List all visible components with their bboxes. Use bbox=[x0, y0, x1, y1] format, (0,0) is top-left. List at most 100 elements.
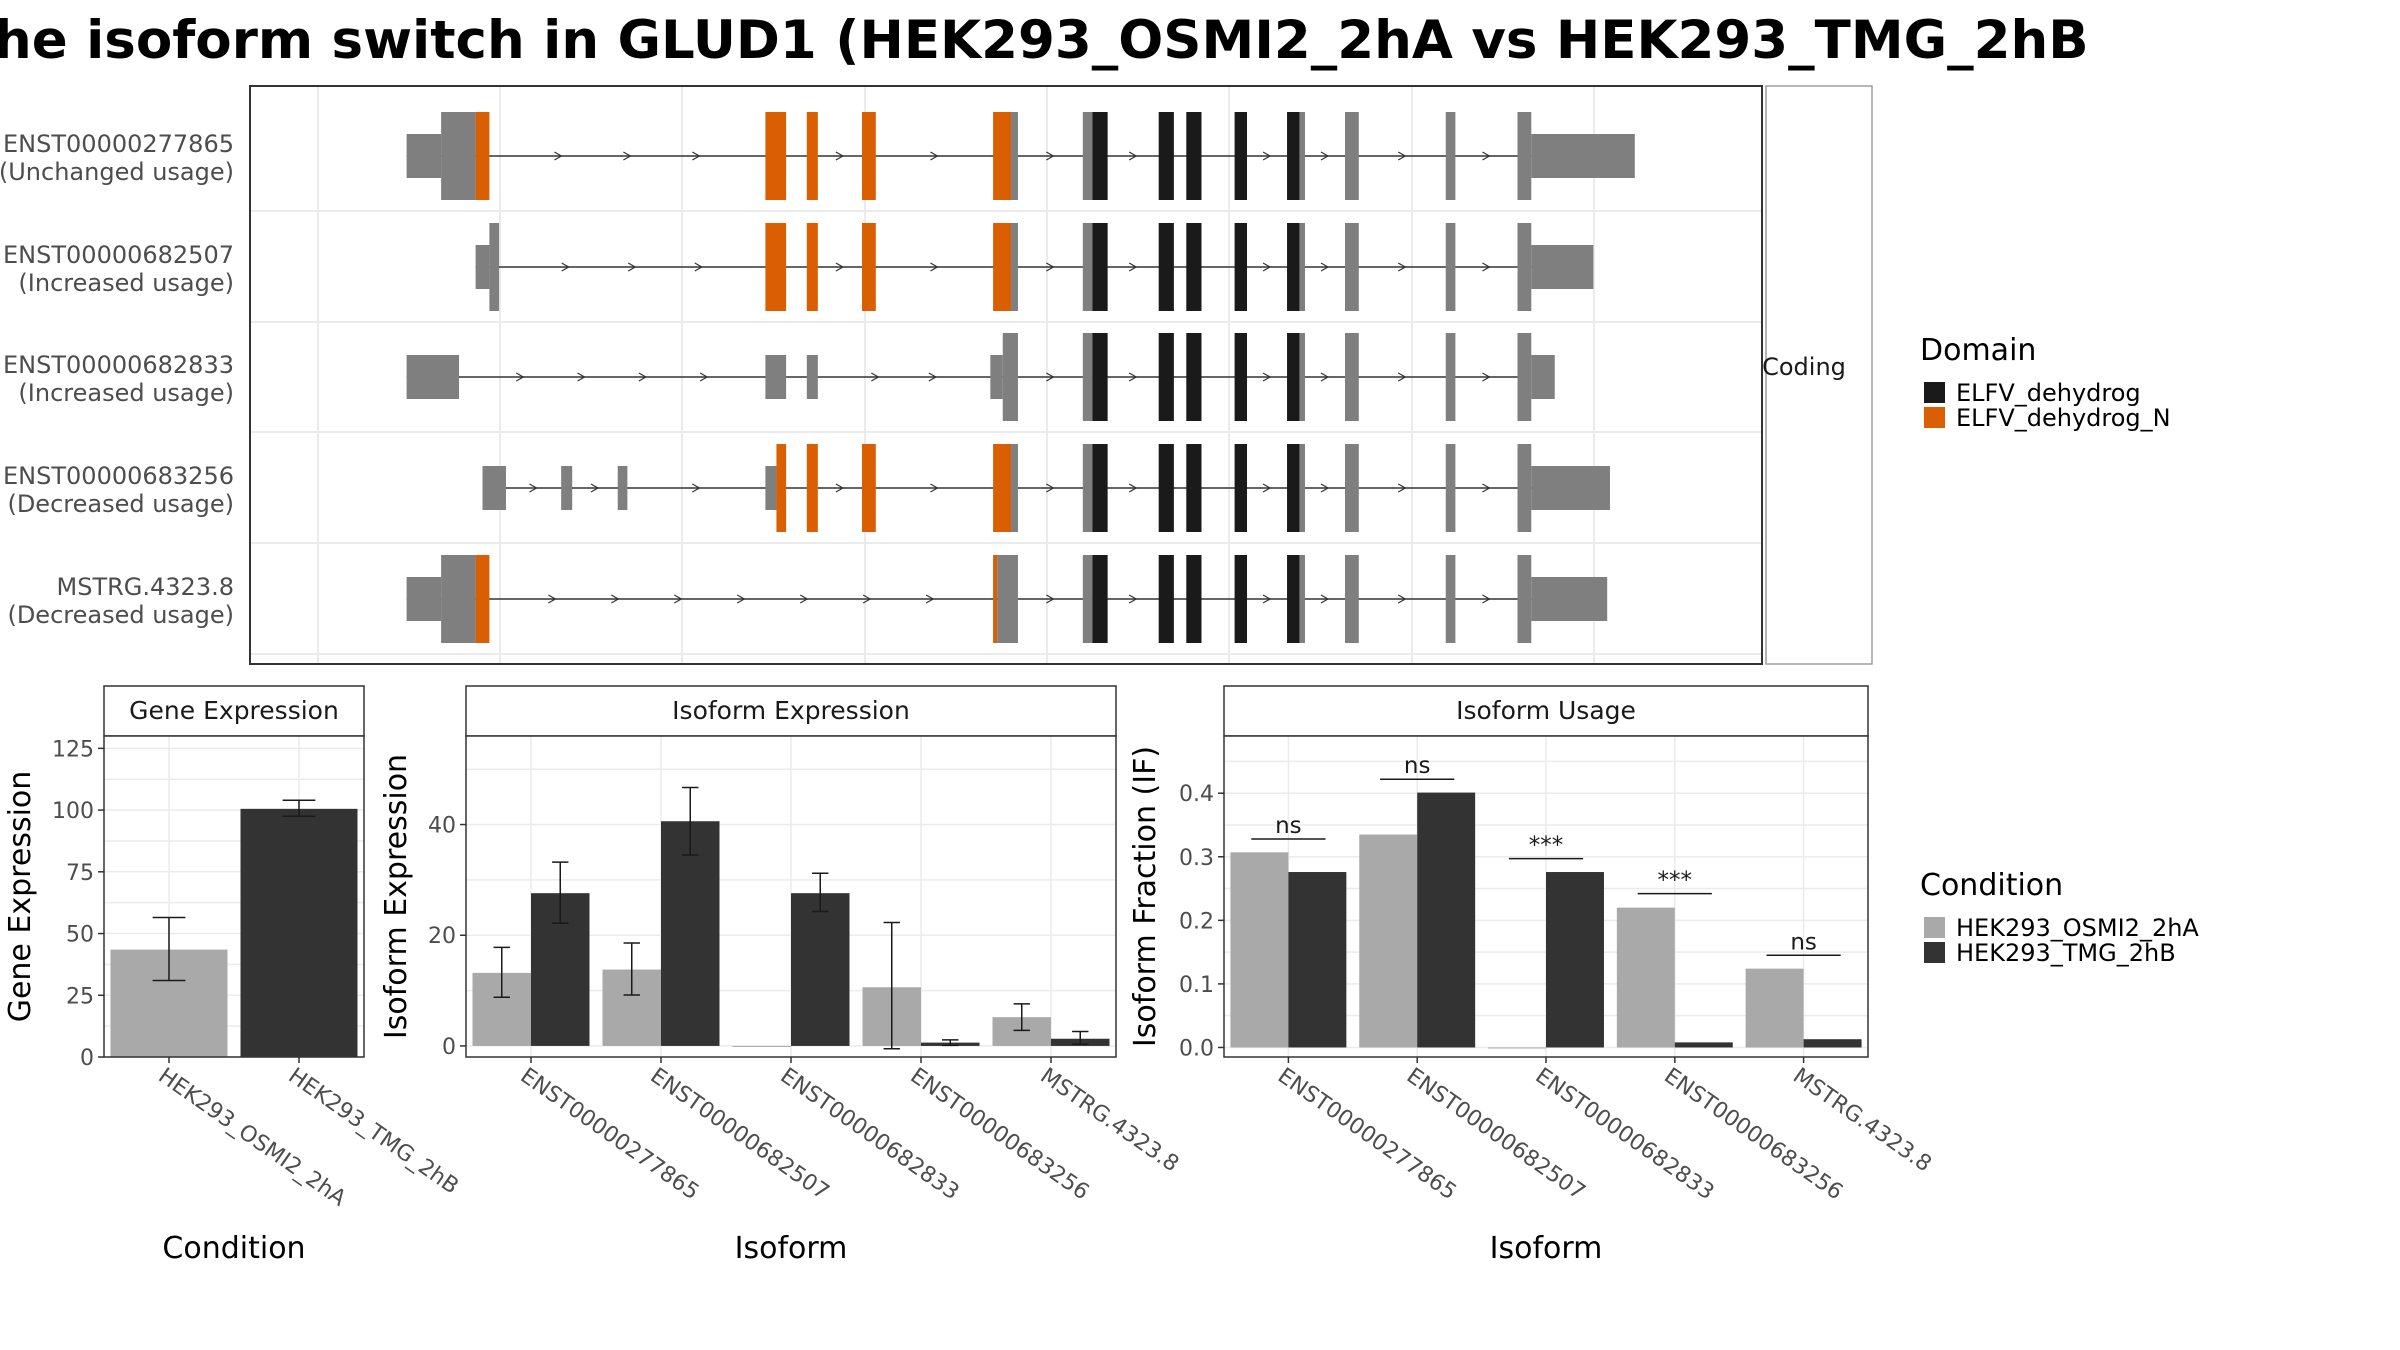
domain-exon bbox=[1287, 444, 1300, 532]
exon bbox=[765, 466, 777, 510]
exon bbox=[1299, 333, 1305, 421]
domain-exon bbox=[776, 444, 787, 532]
significance-label: ns bbox=[1275, 813, 1302, 839]
exon bbox=[1299, 444, 1305, 532]
strand-arrow bbox=[694, 262, 704, 272]
bar bbox=[1288, 872, 1347, 1048]
domain-exon bbox=[862, 223, 876, 311]
domain-exon bbox=[993, 223, 1012, 311]
domain-exon bbox=[1158, 223, 1174, 311]
significance-label: *** bbox=[1658, 868, 1693, 894]
bar bbox=[1546, 872, 1604, 1048]
exon bbox=[1531, 577, 1608, 621]
bar bbox=[661, 821, 720, 1046]
plot-border bbox=[1223, 735, 1869, 1058]
strand-arrow bbox=[930, 262, 939, 272]
exon bbox=[1011, 112, 1018, 200]
domain-exon bbox=[1234, 444, 1248, 532]
domain-exon bbox=[1186, 555, 1202, 643]
exon bbox=[1082, 444, 1093, 532]
strand-arrow bbox=[1262, 262, 1272, 272]
domain-exon bbox=[1092, 112, 1108, 200]
exon bbox=[1531, 134, 1635, 178]
bar bbox=[1230, 852, 1289, 1048]
y-tick-label: 0.2 bbox=[1179, 909, 1214, 934]
exon bbox=[1445, 444, 1456, 532]
domain-legend-label: ELFV_dehydrog_N bbox=[1956, 404, 2171, 432]
strand-arrow bbox=[1128, 372, 1138, 382]
domain-exon bbox=[1234, 333, 1248, 421]
significance-label: *** bbox=[1529, 833, 1564, 859]
strand-arrow bbox=[835, 262, 845, 272]
y-axis-title: Isoform Fraction (IF) bbox=[1128, 746, 1163, 1047]
exon bbox=[1517, 444, 1532, 532]
domain-exon bbox=[993, 112, 1012, 200]
exon bbox=[1517, 555, 1532, 643]
strand-arrow bbox=[611, 594, 620, 604]
strand-arrow bbox=[1397, 483, 1407, 493]
strand-arrow bbox=[1482, 483, 1491, 493]
y-tick-label: 0 bbox=[442, 1035, 456, 1060]
strand-arrow bbox=[871, 372, 880, 382]
bar bbox=[1745, 968, 1804, 1048]
exon bbox=[1531, 466, 1610, 510]
bar bbox=[1488, 1047, 1546, 1049]
y-tick-label: 0.3 bbox=[1179, 846, 1214, 871]
exon bbox=[1345, 112, 1359, 200]
strand-arrow bbox=[1482, 151, 1491, 161]
strand-arrow bbox=[799, 594, 809, 604]
facet-title: Gene Expression bbox=[129, 696, 339, 725]
domain-legend-title: Domain bbox=[1920, 333, 2036, 368]
strand-arrow bbox=[1128, 483, 1138, 493]
exon bbox=[1082, 555, 1093, 643]
domain-exon bbox=[806, 112, 818, 200]
figure-title: he isoform switch in GLUD1 (HEK293_OSMI2… bbox=[0, 10, 2089, 71]
exon bbox=[1082, 223, 1093, 311]
strand-arrow bbox=[1320, 151, 1330, 161]
bar bbox=[732, 1045, 791, 1047]
facet-title: Isoform Expression bbox=[672, 696, 910, 725]
exon bbox=[1517, 223, 1532, 311]
domain-exon bbox=[1158, 112, 1174, 200]
strand-arrow bbox=[1397, 262, 1407, 272]
exon bbox=[1531, 245, 1594, 289]
isoform-structure-panel: ENST00000277865(Unchanged usage) ENST0000… bbox=[0, 85, 1763, 665]
domain-legend-label: ELFV_dehydrog bbox=[1956, 379, 2141, 407]
strand-arrow bbox=[1128, 151, 1138, 161]
strand-arrow bbox=[590, 483, 600, 493]
domain-exon bbox=[1092, 444, 1108, 532]
significance-label: ns bbox=[1404, 753, 1431, 779]
strand-arrow bbox=[1482, 372, 1491, 382]
condition-legend-label: HEK293_TMG_2hB bbox=[1956, 939, 2176, 967]
exon bbox=[1345, 555, 1359, 643]
strand-arrow bbox=[1320, 594, 1330, 604]
domain-exon bbox=[1234, 112, 1248, 200]
exon bbox=[1299, 112, 1305, 200]
y-tick-label: 40 bbox=[428, 814, 456, 839]
domain-exon bbox=[1287, 112, 1300, 200]
strand-arrow bbox=[554, 151, 563, 161]
y-tick-label: 20 bbox=[428, 924, 456, 949]
isoform-id-label: ENST00000683256 bbox=[3, 462, 234, 490]
exon bbox=[406, 577, 442, 621]
facet-title: Isoform Usage bbox=[1456, 696, 1636, 725]
domain-exon bbox=[1287, 223, 1300, 311]
strand-arrow bbox=[835, 483, 845, 493]
strand-arrow bbox=[529, 483, 538, 493]
strand-arrow bbox=[673, 594, 683, 604]
strand-arrow bbox=[699, 372, 709, 382]
domain-exon bbox=[1186, 444, 1202, 532]
domain-exon bbox=[1092, 555, 1108, 643]
exon bbox=[806, 355, 818, 399]
strand-arrow bbox=[1262, 483, 1272, 493]
strand-arrow bbox=[1262, 372, 1272, 382]
isoform-id-label: ENST00000682507 bbox=[3, 241, 234, 269]
exon bbox=[1345, 444, 1359, 532]
domain-exon bbox=[1158, 333, 1174, 421]
exon bbox=[990, 355, 1003, 399]
domain-exon bbox=[993, 444, 1012, 532]
strand-arrow bbox=[1046, 483, 1055, 493]
domain-legend-key bbox=[1924, 407, 1945, 428]
x-axis-title: Isoform bbox=[1490, 1231, 1603, 1266]
